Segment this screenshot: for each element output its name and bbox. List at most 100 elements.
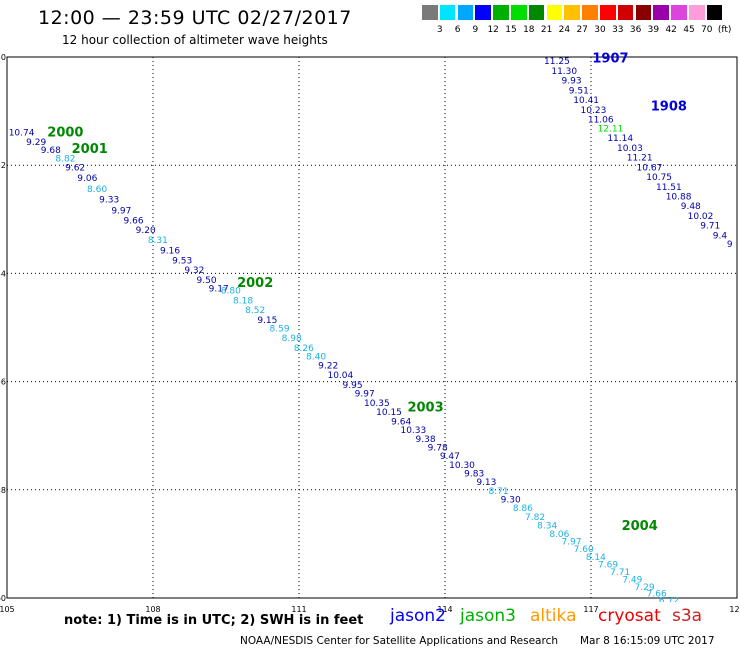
wave-height-value: 6.72 [659,597,679,607]
wave-height-value: 10.03 [617,144,643,154]
wave-height-value: 9.22 [318,361,338,371]
wave-height-value: 9.30 [501,495,521,505]
wave-height-value: 8.40 [306,353,326,363]
scale-label: 36 [629,25,642,35]
wave-height-value: 9.38 [416,435,436,445]
wave-height-value: 10.88 [666,192,692,202]
wave-height-value: 9.29 [26,138,46,148]
scale-swatch [671,5,688,20]
wave-height-value: 9.48 [681,202,701,212]
wave-height-value: 9.33 [99,196,119,206]
wave-height-value: 7.82 [525,513,545,523]
track-time-label: 2001 [72,142,108,157]
scale-swatch [422,5,439,20]
scale-label: (ft) [717,25,732,35]
wave-height-value: 7.71 [610,568,630,578]
lat-tick-label: -50 [0,53,6,62]
satellite-altika: altika [530,606,577,626]
wave-height-value: 8.06 [549,530,569,540]
scale-swatch [635,5,653,20]
scale-label: 45 [683,25,695,35]
wave-height-value: 11.06 [588,116,614,126]
scale-swatch [457,5,475,20]
wave-height-value: 9.83 [464,469,484,479]
track-time-label: 2003 [407,400,443,415]
wave-height-value: 10.41 [573,96,599,106]
wave-height-value: 9 [727,240,733,250]
lat-tick-label: -58 [0,486,6,495]
wave-height-value: 8.59 [270,325,290,335]
wave-height-value: 8.60 [87,185,107,195]
track-time-label: 1908 [651,100,687,115]
satellite-jason3: jason3 [460,606,516,626]
scale-label: 30 [594,25,606,35]
wave-height-value: 9.68 [41,146,61,156]
wave-height-value: 8.14 [586,553,606,563]
wave-height-value: 7.29 [635,583,655,593]
scale-label: 9 [472,25,479,35]
wave-height-value: 9.16 [160,247,180,257]
wave-height-value: 9.47 [440,452,460,462]
footer-note: note: 1) Time is in UTC; 2) SWH is in fe… [64,613,364,628]
wave-height-value: 10.23 [581,106,607,116]
scale-label: 3 [436,25,443,35]
wave-height-value: 11.25 [544,57,570,67]
satellite-cryosat: cryosat [598,606,661,626]
scale-swatch [564,5,581,20]
scale-label: 39 [647,25,660,35]
satellite-jason2: jason2 [390,606,446,626]
wave-height-value: 9.66 [124,216,144,226]
map-frame [6,56,738,599]
wave-height-value: 10.35 [364,399,390,409]
wave-height-value: 9.50 [197,276,217,286]
lon-tick-label: 111 [291,605,306,614]
wave-height-value: 8.52 [245,306,265,316]
wave-height-value: 9.95 [343,381,363,391]
wave-height-value: 12.11 [598,124,624,134]
wave-height-value: 7.66 [647,590,667,600]
wave-height-value: 9.71 [700,222,720,232]
scale-label: 6 [454,25,461,35]
scale-swatch [600,5,617,20]
page-subtitle: 12 hour collection of altimeter wave hei… [62,33,328,47]
wave-height-value: 11.51 [656,183,682,193]
wave-height-value: 11.21 [627,154,653,164]
wave-height-value: 11.14 [607,134,633,144]
lon-tick-label: 114 [437,605,452,614]
wave-height-value: 9.64 [391,418,411,428]
wave-height-value: 8.26 [294,344,314,354]
wave-height-value: 9.20 [136,226,156,236]
scale-swatch [617,5,635,20]
lon-tick-label: 108 [145,605,160,614]
lat-tick-label: -54 [0,269,6,278]
lon-tick-label: 120 [729,605,740,614]
scale-swatch [653,5,670,20]
scale-label: 18 [523,25,535,35]
scale-swatch [475,5,492,20]
wave-height-value: 9.97 [111,207,131,217]
wave-height-value: 10.33 [400,426,426,436]
wave-height-value: 10.30 [449,461,475,471]
track-time-label: 2004 [622,519,658,534]
wave-height-value: 10.04 [327,371,353,381]
scale-swatch [706,5,724,20]
wave-height-value: 8.18 [233,296,253,306]
track-time-label: 1907 [592,52,628,67]
scale-label: 42 [665,25,677,35]
scale-label: 21 [540,25,553,35]
wave-height-value: 7.97 [562,538,582,548]
wave-height-value: 8.34 [537,521,557,531]
page-title: 12:00 — 23:59 UTC 02/27/2017 [38,7,352,29]
wave-height-value: 8.80 [221,287,241,297]
wave-height-value: 10.02 [688,212,714,222]
wave-height-value: 8.71 [489,487,509,497]
scale-label: 15 [505,25,517,35]
wave-height-value: 7.69 [598,560,618,570]
wave-height-value: 9.13 [476,478,496,488]
wave-height-value: 9.51 [569,86,589,96]
wave-height-value: 9.06 [77,174,97,184]
wave-height-value: 9.17 [209,284,229,294]
scale-label: 33 [612,25,624,35]
